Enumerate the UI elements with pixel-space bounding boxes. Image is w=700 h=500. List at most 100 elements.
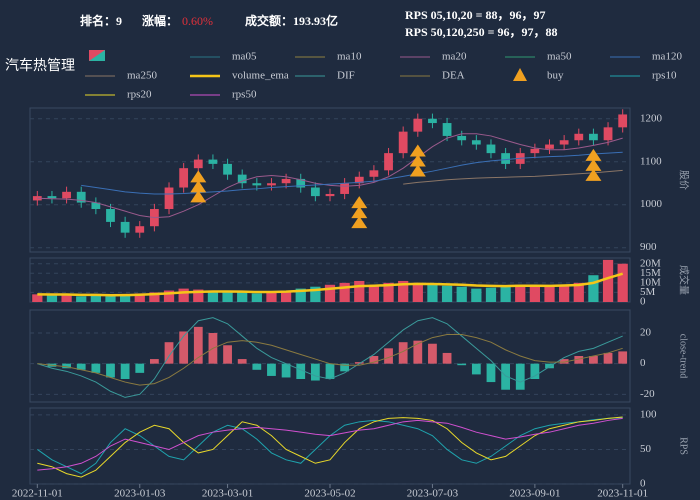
volume-bar	[368, 284, 380, 302]
y-axis-title: 股价	[678, 170, 690, 190]
candle-body	[252, 183, 262, 186]
macd-bar	[486, 363, 496, 383]
candle-body	[325, 193, 335, 197]
candle-body	[471, 140, 481, 145]
y-axis-title: RPS	[678, 437, 689, 455]
legend-marker	[513, 68, 527, 81]
macd-bar	[442, 352, 452, 364]
macd-bar	[179, 331, 189, 364]
candle-body	[398, 131, 408, 154]
volume-bar	[602, 259, 614, 302]
candle-body	[545, 144, 554, 149]
macd-bar	[76, 363, 86, 370]
candle-body	[603, 127, 613, 141]
macd-bar	[354, 362, 364, 364]
y-tick-label: 1200	[640, 112, 663, 124]
macd-bar	[120, 363, 130, 379]
volume-bar	[134, 293, 145, 302]
series-line	[37, 334, 623, 386]
legend-label: buy	[547, 70, 564, 82]
candle-body	[267, 183, 276, 186]
x-tick-label: 2023-01-03	[114, 488, 166, 500]
y-tick-label: 15M	[640, 267, 661, 279]
volume-bar	[251, 293, 262, 302]
candle-body	[618, 114, 628, 128]
macd-bar	[515, 363, 525, 390]
macd-bar	[340, 363, 350, 372]
candle-body	[296, 178, 306, 188]
legend-label: ma250	[127, 70, 157, 82]
volume-bar	[617, 263, 628, 302]
logo	[89, 50, 105, 61]
macd-bar	[603, 352, 613, 364]
candle-body	[354, 176, 364, 184]
title: 汽车热管理	[5, 57, 75, 74]
volume-bar	[500, 286, 511, 302]
x-tick-label: 2023-09-01	[509, 488, 560, 500]
volume-bar	[46, 295, 58, 302]
volume-bar	[310, 286, 321, 302]
volume-bar	[266, 292, 277, 302]
y-tick-label: 20	[640, 327, 652, 339]
volume-bar	[61, 294, 72, 302]
rps-long: RPS 50,120,250 = 96，97，88	[405, 25, 558, 39]
macd-bar	[281, 363, 291, 378]
legend-label: rps10	[652, 70, 677, 82]
volume-bar	[120, 294, 131, 302]
panel	[29, 107, 631, 253]
candle-body	[310, 187, 320, 197]
candle-body	[32, 196, 42, 201]
legend-label: volume_ema	[232, 70, 289, 82]
volume-bar	[559, 284, 570, 302]
volume-bar	[149, 292, 160, 302]
x-tick-label: 2022-11-01	[12, 488, 63, 500]
volume-bar	[588, 275, 599, 302]
candle-body	[486, 144, 496, 154]
volume-bar	[529, 285, 540, 302]
macd-bar	[223, 345, 232, 364]
candle-body	[369, 170, 379, 177]
candle-body	[164, 187, 174, 210]
legend-label: rps20	[127, 89, 152, 101]
volume-bar	[544, 286, 555, 302]
macd-bar	[398, 342, 408, 364]
macd-bar	[384, 348, 393, 364]
candle-body	[47, 196, 57, 199]
series-line	[37, 317, 623, 398]
volume-bar	[178, 288, 189, 302]
macd-bar	[310, 363, 320, 381]
series-line	[37, 133, 623, 219]
macd-bar	[428, 343, 437, 364]
macd-bar	[62, 363, 71, 369]
buy-marker	[409, 144, 426, 177]
candle-body	[179, 168, 189, 188]
y-tick-label: 10M	[640, 276, 661, 288]
candle-body	[76, 191, 86, 203]
macd-bar	[106, 363, 115, 378]
volume-bar	[295, 288, 306, 302]
legend-label: ma50	[547, 51, 572, 63]
y-tick-label: 20M	[640, 257, 661, 269]
y-tick-label: 1000	[640, 198, 663, 210]
macd-bar	[325, 363, 335, 379]
volume-bar	[222, 291, 233, 302]
series-line	[37, 417, 623, 471]
macd-bar	[267, 363, 276, 376]
candle-body	[574, 133, 584, 141]
candle-body	[457, 135, 467, 141]
volume-bar	[398, 280, 409, 302]
series-line	[37, 416, 623, 478]
macd-bar	[164, 342, 174, 364]
legend-label: ma20	[442, 51, 467, 63]
candle-body	[428, 118, 437, 124]
macd-bar	[135, 363, 145, 373]
legend-label: DEA	[442, 70, 465, 82]
macd-bar	[369, 356, 379, 364]
volume-bar	[471, 288, 482, 302]
macd-bar	[150, 359, 159, 364]
volume-bar	[383, 282, 394, 302]
volume-bar	[456, 286, 467, 302]
change-label: 涨幅：	[142, 13, 178, 28]
